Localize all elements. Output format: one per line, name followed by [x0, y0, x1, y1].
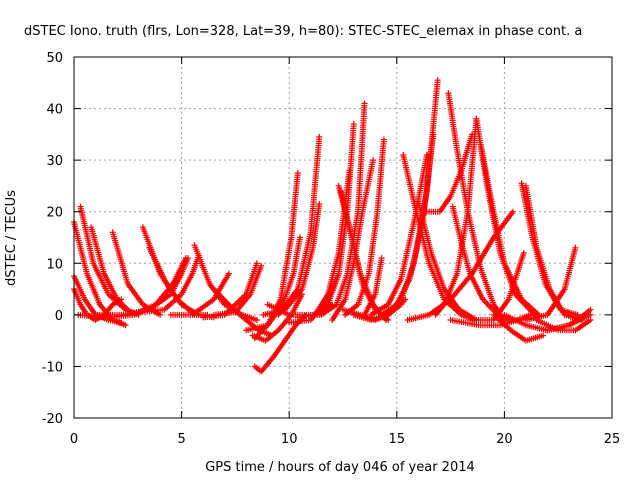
series-arc-34 [361, 255, 385, 318]
x-tick-label: 25 [604, 432, 621, 447]
series-arc-17 [249, 291, 306, 344]
series-arc-53 [522, 244, 579, 323]
x-tick-label: 0 [70, 432, 78, 447]
y-axis-label: dSTEC / TECUs [4, 190, 19, 286]
series-arc-5 [88, 224, 131, 313]
series-arc-44 [404, 208, 516, 323]
x-tick-label: 5 [177, 432, 185, 447]
series-arc-11 [135, 252, 202, 316]
y-tick-label: -20 [42, 412, 63, 427]
series-arc-51 [490, 311, 547, 344]
x-tick-label: 15 [389, 432, 406, 447]
series-arc-15 [210, 262, 265, 318]
y-tick-label: 30 [46, 154, 63, 169]
series-arc-43 [432, 115, 480, 318]
y-tick-label: 40 [46, 103, 63, 118]
series-arc-30 [329, 157, 377, 323]
series-arc-42 [421, 131, 476, 215]
series-arc-38 [400, 152, 478, 323]
x-axis-label: GPS time / hours of day 046 of year 2014 [205, 460, 475, 475]
series-arc-39 [415, 198, 480, 323]
x-tick-label: 20 [496, 432, 513, 447]
y-tick-label: 50 [46, 51, 63, 66]
y-tick-label: 10 [46, 257, 63, 272]
y-axis: -20 -10 0 10 20 30 40 50 [42, 51, 612, 427]
y-tick-label: 20 [46, 206, 63, 221]
x-axis: 0 5 10 15 20 25 [70, 57, 620, 447]
series-arc-27 [318, 100, 368, 318]
y-tick-label: -10 [42, 360, 63, 375]
series-arc-48 [469, 250, 527, 323]
plot-area [71, 77, 594, 375]
chart-title: dSTEC Iono. truth (flrs, Lon=328, Lat=39… [24, 24, 582, 39]
y-tick-label: 0 [55, 309, 63, 324]
series-arc-22 [275, 133, 323, 318]
x-tick-label: 10 [281, 432, 298, 447]
series-arc-31 [342, 136, 387, 318]
series-arc-55 [544, 306, 594, 334]
plot-frame [73, 56, 613, 419]
